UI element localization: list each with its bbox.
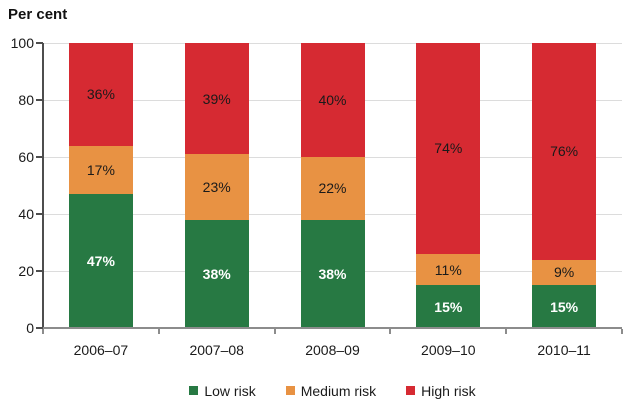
x-tick-3 — [389, 329, 392, 334]
bar-2009–10: 15% 11% 74% — [416, 43, 481, 328]
legend-item-low-risk: Low risk — [189, 383, 256, 399]
y-tick-80 — [36, 99, 43, 101]
legend-swatch-icon — [285, 386, 295, 395]
segment-medium-risk-2009–10: 11% — [416, 253, 481, 286]
bar-2008–09: 38% 22% 40% — [300, 43, 365, 328]
segment-high-risk-2009–10: 74% — [416, 43, 481, 254]
y-tick-label-0: 0 — [26, 320, 34, 336]
segment-low-risk-2008–09: 38% — [300, 219, 365, 328]
x-tick-0 — [42, 329, 44, 334]
y-tick-label-40: 40 — [18, 206, 34, 222]
legend-swatch-icon — [189, 386, 199, 395]
segment-value-label: 39% — [202, 90, 231, 107]
y-axis-title: Per cent — [8, 6, 68, 23]
legend-label: High risk — [421, 383, 476, 399]
segment-value-label: 22% — [318, 180, 347, 197]
segment-high-risk-2008–09: 40% — [300, 43, 365, 158]
segment-high-risk-2006–07: 36% — [68, 43, 133, 146]
bar-2007–08: 38% 23% 39% — [184, 43, 249, 328]
y-axis-line — [42, 43, 44, 333]
x-category-label-2006–07: 2006–07 — [73, 342, 129, 358]
segment-low-risk-2009–10: 15% — [416, 285, 481, 328]
segment-value-label: 38% — [318, 265, 347, 282]
y-tick-60 — [36, 156, 43, 158]
gridline-100 — [43, 42, 622, 44]
segment-medium-risk-2010–11: 9% — [532, 259, 597, 286]
segment-medium-risk-2008–09: 22% — [300, 157, 365, 220]
legend-item-medium-risk: Medium risk — [285, 383, 377, 399]
y-tick-40 — [36, 213, 43, 215]
x-category-label-2008–09: 2008–09 — [305, 342, 360, 358]
segment-low-risk-2007–08: 38% — [184, 219, 249, 328]
y-tick-label-100: 100 — [10, 35, 34, 51]
x-axis-line — [43, 327, 622, 329]
x-tick-4 — [505, 329, 508, 334]
segment-value-label: 15% — [434, 298, 463, 315]
segment-value-label: 15% — [550, 298, 579, 315]
segment-value-label: 38% — [202, 265, 231, 282]
bar-2006–07: 47% 17% 36% — [68, 43, 133, 328]
segment-low-risk-2006–07: 47% — [68, 194, 133, 328]
segment-low-risk-2010–11: 15% — [532, 285, 597, 328]
x-tick-5 — [621, 329, 623, 334]
segment-value-label: 9% — [553, 264, 575, 281]
segment-value-label: 74% — [434, 140, 463, 157]
segment-medium-risk-2007–08: 23% — [184, 154, 249, 220]
x-tick-1 — [157, 329, 160, 334]
segment-value-label: 36% — [86, 86, 115, 103]
x-category-label-2010–11: 2010–11 — [537, 342, 591, 358]
y-tick-100 — [36, 42, 43, 44]
x-category-label-2009–10: 2009–10 — [421, 342, 476, 358]
segment-value-label: 11% — [434, 261, 462, 278]
segment-medium-risk-2006–07: 17% — [68, 145, 133, 195]
y-tick-0 — [36, 327, 43, 329]
legend-item-high-risk: High risk — [406, 383, 476, 399]
x-tick-2 — [273, 329, 276, 334]
segment-high-risk-2007–08: 39% — [184, 43, 249, 155]
segment-high-risk-2010–11: 76% — [532, 43, 597, 260]
x-category-label-2007–08: 2007–08 — [189, 342, 244, 358]
segment-value-label: 47% — [86, 253, 115, 270]
y-tick-label-20: 20 — [18, 263, 34, 279]
segment-value-label: 40% — [318, 92, 347, 109]
y-tick-20 — [36, 270, 43, 272]
legend: Low risk Medium risk High risk — [43, 383, 622, 399]
segment-value-label: 17% — [86, 161, 115, 178]
legend-swatch-icon — [406, 386, 416, 395]
y-tick-label-80: 80 — [18, 92, 34, 108]
legend-label: Low risk — [204, 383, 256, 399]
bar-2010–11: 15% 9% 76% — [532, 43, 597, 328]
segment-value-label: 23% — [202, 178, 231, 195]
legend-label: Medium risk — [300, 383, 377, 399]
segment-value-label: 76% — [550, 143, 579, 160]
y-tick-label-60: 60 — [18, 149, 34, 165]
